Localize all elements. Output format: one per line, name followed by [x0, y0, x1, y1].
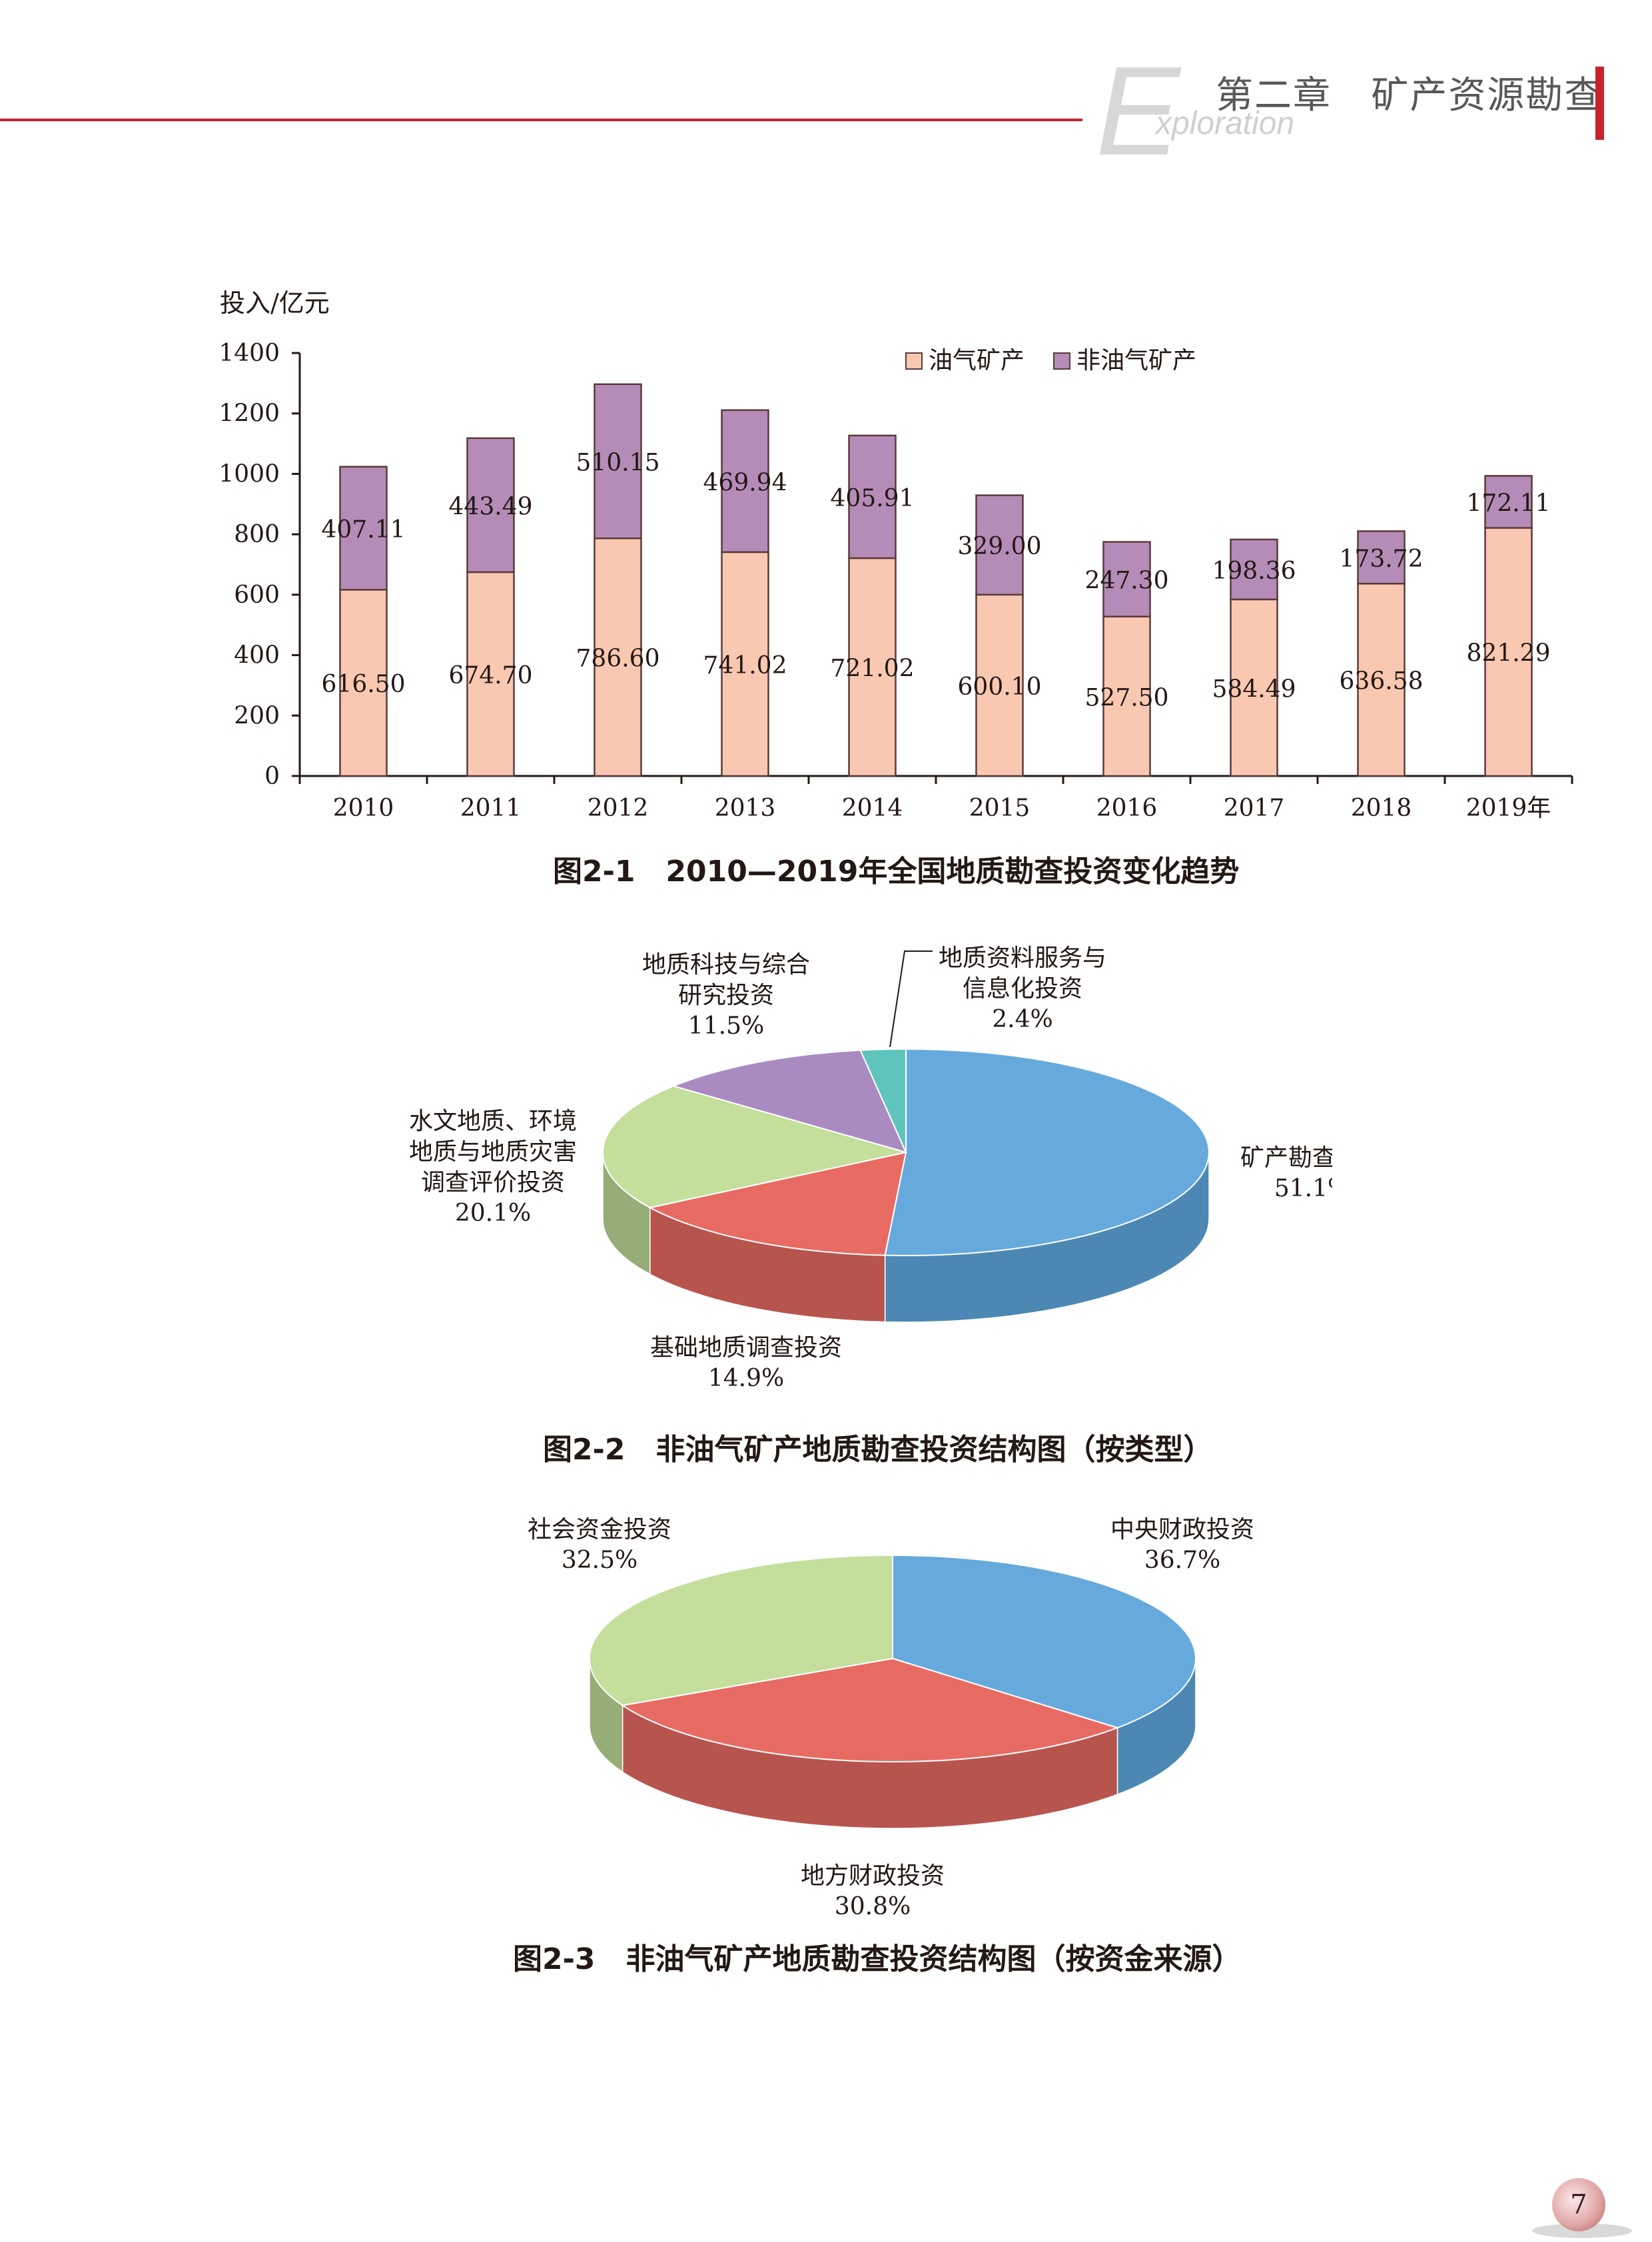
y-axis-label: 投入/亿元 — [220, 288, 330, 318]
data-label-oil: 674.70 — [449, 662, 533, 689]
y-tick-label: 800 — [234, 521, 280, 548]
data-label-nonoil: 329.00 — [958, 533, 1042, 560]
figure-caption-2-2: 图2-2 非油气矿产地质勘查投资结构图（按类型） — [543, 1433, 1213, 1467]
pie-label: 地质科技与综合研究投资 11.5% — [642, 951, 810, 1040]
pie-slice — [892, 1554, 1197, 1729]
data-label-oil: 741.02 — [703, 652, 787, 679]
x-tick-label: 2019年 — [1466, 795, 1551, 822]
bar-nonoil — [594, 383, 642, 540]
data-label-nonoil: 172.11 — [1467, 490, 1551, 517]
pie-label: 社会资金投资 32.5% — [528, 1516, 671, 1574]
header-rule — [0, 119, 1082, 121]
y-tick-label: 200 — [234, 702, 280, 729]
leader-line — [889, 950, 933, 1048]
y-tick-label: 1000 — [218, 460, 280, 488]
figure-caption-2-1: 图2-1 2010—2019年全国地质勘查投资变化趋势 — [553, 855, 1240, 889]
pie-label: 地方财政投资 30.8% — [801, 1862, 945, 1918]
bar-nonoil — [339, 466, 388, 591]
data-label-oil: 527.50 — [1085, 684, 1169, 711]
data-label-oil: 821.29 — [1467, 640, 1551, 667]
pie-label: 中央财政投资 36.7% — [1110, 1516, 1254, 1574]
data-label-oil: 584.49 — [1212, 675, 1296, 703]
pie-slice — [602, 1085, 907, 1209]
bar-nonoil — [1484, 475, 1533, 529]
bar-nonoil — [466, 437, 515, 573]
data-label-nonoil: 198.36 — [1212, 558, 1296, 585]
legend-swatch — [905, 352, 923, 370]
x-tick-label: 2012 — [588, 795, 649, 822]
pie-slice — [647, 1151, 907, 1256]
x-tick-label: 2018 — [1351, 795, 1412, 822]
pie-label: 水文地质、环境地质与地质灾害调查评价投资 20.1% — [409, 1108, 577, 1227]
pie-label: 地质资料服务与信息化投资 2.4% — [939, 944, 1106, 1033]
legend-swatch — [1053, 352, 1070, 370]
bar-oil — [848, 557, 897, 777]
pie-slice — [671, 1049, 907, 1154]
pie-label: 基础地质调查投资 14.9% — [650, 1334, 842, 1392]
data-label-nonoil: 469.94 — [703, 469, 787, 496]
bar-oil — [721, 551, 769, 777]
x-tick-label: 2016 — [1096, 795, 1158, 822]
bar-nonoil — [1230, 538, 1278, 601]
x-tick-label: 2010 — [333, 795, 394, 822]
pie-slice — [859, 1048, 907, 1153]
data-label-nonoil: 173.72 — [1340, 546, 1424, 573]
bar-oil — [975, 593, 1024, 777]
data-label-nonoil: 510.15 — [576, 450, 660, 477]
bar-chart: 投入/亿元 0 200 400 600 800 1000 1200 1400 2010 2011 2… — [218, 288, 1573, 822]
data-label-oil: 616.50 — [322, 671, 406, 698]
y-tick-label: 600 — [234, 581, 280, 609]
data-label-oil: 786.60 — [576, 645, 660, 673]
bar-oil — [594, 537, 642, 777]
x-tick-label: 2011 — [460, 795, 522, 822]
bar-oil — [1102, 615, 1151, 777]
bar-oil — [1357, 583, 1406, 777]
x-tick-label: 2017 — [1224, 795, 1285, 822]
pie-slice — [884, 1048, 1210, 1257]
y-tick-label: 0 — [264, 763, 280, 790]
x-tick-label: 2015 — [969, 795, 1031, 822]
pie-label: 矿产勘查投资51.1% — [1240, 1144, 1332, 1202]
legend-label: 非油气矿产 — [1076, 347, 1196, 374]
bar-nonoil — [1357, 530, 1406, 585]
figure-caption-2-3: 图2-3 非油气矿产地质勘查投资结构图（按资金来源） — [513, 1942, 1242, 1976]
bar-nonoil — [721, 409, 769, 554]
page-number: 7 — [1552, 2178, 1605, 2231]
data-label-nonoil: 247.30 — [1085, 567, 1169, 595]
pie-chart-by-fund-source: 中央财政投资 36.7% 地方财政投资 30.8% 社会资金投资 32.5% — [528, 1516, 1254, 1918]
header-decor-letter: E — [1096, 41, 1180, 182]
y-tick-label: 1200 — [218, 400, 280, 428]
bar-nonoil — [848, 434, 897, 560]
bar-nonoil — [975, 494, 1024, 596]
y-tick-label: 400 — [234, 642, 280, 669]
data-label-oil: 600.10 — [958, 673, 1042, 701]
header-decor-word: xploration — [1156, 106, 1295, 141]
data-label-oil: 721.02 — [831, 655, 915, 682]
x-tick-label: 2013 — [715, 795, 776, 822]
data-label-oil: 636.58 — [1340, 668, 1424, 695]
legend-label: 油气矿产 — [929, 347, 1025, 374]
bar-nonoil — [1102, 541, 1151, 617]
bar-oil — [339, 589, 388, 777]
header-accent-bar — [1595, 67, 1604, 140]
pie-slice — [588, 1554, 893, 1706]
chapter-title: 第二章 矿产资源勘查 — [1216, 74, 1603, 117]
data-label-nonoil: 407.11 — [322, 516, 406, 544]
data-label-nonoil: 443.49 — [449, 493, 533, 520]
data-label-nonoil: 405.91 — [831, 485, 915, 512]
y-tick-label: 1400 — [218, 340, 280, 367]
bar-oil — [466, 571, 515, 777]
x-tick-label: 2014 — [842, 795, 903, 822]
bar-oil — [1230, 598, 1278, 777]
